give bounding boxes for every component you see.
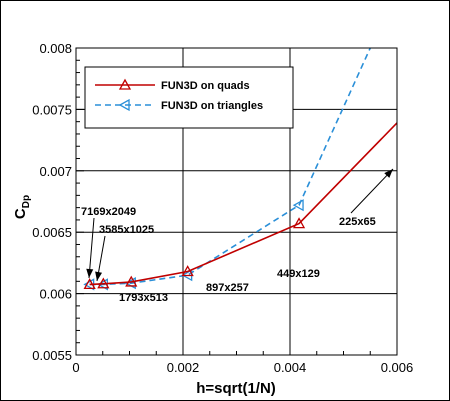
legend-quads-marker — [118, 78, 132, 90]
mesh-label: 7169x2049 — [81, 206, 136, 218]
mesh-label: 3585x1025 — [99, 224, 154, 236]
quads-marker — [181, 265, 194, 277]
x-axis-title: h=sqrt(1/N) — [196, 380, 276, 397]
legend-quads-label: FUN3D on quads — [161, 80, 250, 92]
quads-marker — [125, 275, 138, 287]
y-tick-label: 0.0065 — [32, 225, 72, 240]
ticks — [75, 47, 398, 356]
y-axis-title: CDp — [12, 195, 32, 219]
annotation-arrow-line — [350, 168, 394, 214]
tick-labels: 0 0.002 0.004 0.006 0.0055 0.006 0.0065 0.007 0.… — [32, 41, 413, 375]
y-tick-label: 0.006 — [39, 287, 72, 302]
annotation-arrowhead — [95, 271, 103, 281]
mesh-label: 897x257 — [206, 282, 249, 294]
quads-marker — [83, 278, 96, 290]
mesh-label: 1793x513 — [119, 292, 168, 304]
legend-triangles-marker — [118, 98, 130, 112]
legend: FUN3D on quads FUN3D on triangles — [84, 66, 294, 129]
x-tick-label: 0.006 — [381, 360, 414, 375]
y-tick-label: 0.007 — [39, 164, 72, 179]
series-layer — [83, 48, 397, 291]
x-tick-label: 0.004 — [274, 360, 307, 375]
triangles-marker — [97, 278, 108, 291]
annotations: 7169x2049 3585x1025 1793x513 897x257 449x129… — [81, 168, 394, 304]
x-tick-label: 0.002 — [167, 360, 200, 375]
quads-marker — [97, 277, 110, 289]
x-tick-label: 0 — [72, 360, 79, 375]
annotation-arrowhead — [86, 268, 94, 278]
y-axis-title-subscript: Dp — [21, 195, 32, 208]
annotation-arrowhead — [384, 169, 393, 178]
legend-triangles-label: FUN3D on triangles — [161, 100, 263, 112]
svg-text:CDp: CDp — [12, 195, 32, 219]
y-tick-label: 0.0075 — [32, 102, 72, 117]
y-axis-title-main: C — [12, 208, 29, 219]
y-tick-label: 0.0055 — [32, 348, 72, 363]
annotation-arrow-line — [88, 217, 95, 279]
triangles-marker — [292, 199, 304, 212]
quads-marker — [292, 217, 306, 229]
legend-box — [84, 66, 294, 129]
y-tick-label: 0.008 — [39, 41, 72, 56]
mesh-label: 449x129 — [277, 268, 320, 280]
mesh-label: 225x65 — [339, 216, 376, 228]
